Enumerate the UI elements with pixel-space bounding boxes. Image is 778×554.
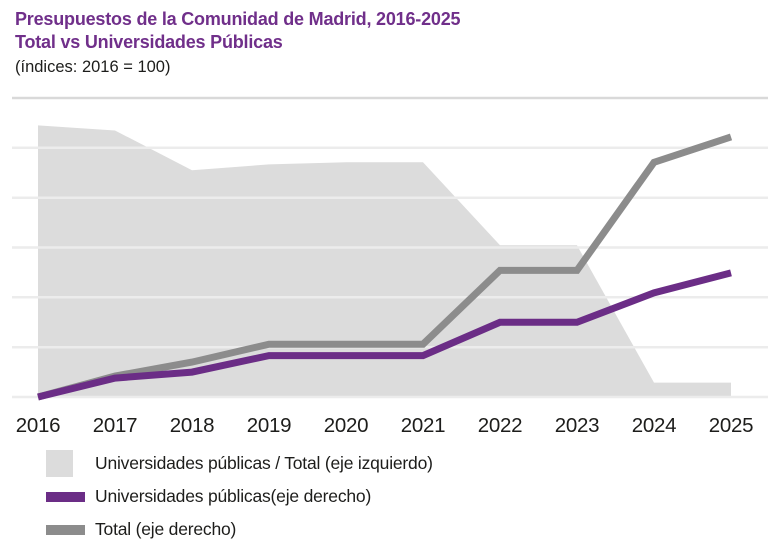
chart-subtitle: (índices: 2016 = 100) bbox=[15, 58, 171, 76]
chart-title-line2: Total vs Universidades Públicas bbox=[15, 32, 283, 52]
legend-label-ratio: Universidades públicas / Total (eje izqu… bbox=[95, 453, 433, 473]
x-axis-label: 2016 bbox=[16, 414, 60, 437]
x-axis-label: 2021 bbox=[401, 414, 445, 437]
chart-title: Presupuestos de la Comunidad de Madrid, … bbox=[15, 8, 461, 54]
legend: Universidades públicas / Total (eje izqu… bbox=[46, 449, 433, 548]
area-swatch-icon bbox=[46, 450, 73, 477]
area-series-ratio bbox=[38, 125, 731, 397]
line-series-universidades bbox=[37, 269, 732, 401]
purple-line-swatch-icon bbox=[46, 491, 85, 502]
x-axis-label: 2017 bbox=[93, 414, 137, 437]
chart-header: Presupuestos de la Comunidad de Madrid, … bbox=[15, 8, 461, 78]
legend-item-total: Total (eje derecho) bbox=[46, 515, 433, 544]
x-axis-label: 2024 bbox=[632, 414, 676, 437]
x-axis-label: 2025 bbox=[709, 414, 753, 437]
legend-label-total: Total (eje derecho) bbox=[95, 519, 237, 539]
x-axis-label: 2018 bbox=[170, 414, 214, 437]
chart-title-line1: Presupuestos de la Comunidad de Madrid, … bbox=[15, 9, 461, 29]
line-series-total bbox=[37, 133, 733, 401]
legend-label-universidades: Universidades públicas(eje derecho) bbox=[95, 486, 372, 506]
gray-line-swatch-icon bbox=[46, 524, 85, 535]
legend-item-universidades: Universidades públicas(eje derecho) bbox=[46, 482, 433, 511]
x-axis-label: 2020 bbox=[324, 414, 368, 437]
x-axis-label: 2023 bbox=[555, 414, 599, 437]
legend-item-ratio: Universidades públicas / Total (eje izqu… bbox=[46, 449, 433, 478]
x-axis-label: 2019 bbox=[247, 414, 291, 437]
x-axis-label: 2022 bbox=[478, 414, 522, 437]
